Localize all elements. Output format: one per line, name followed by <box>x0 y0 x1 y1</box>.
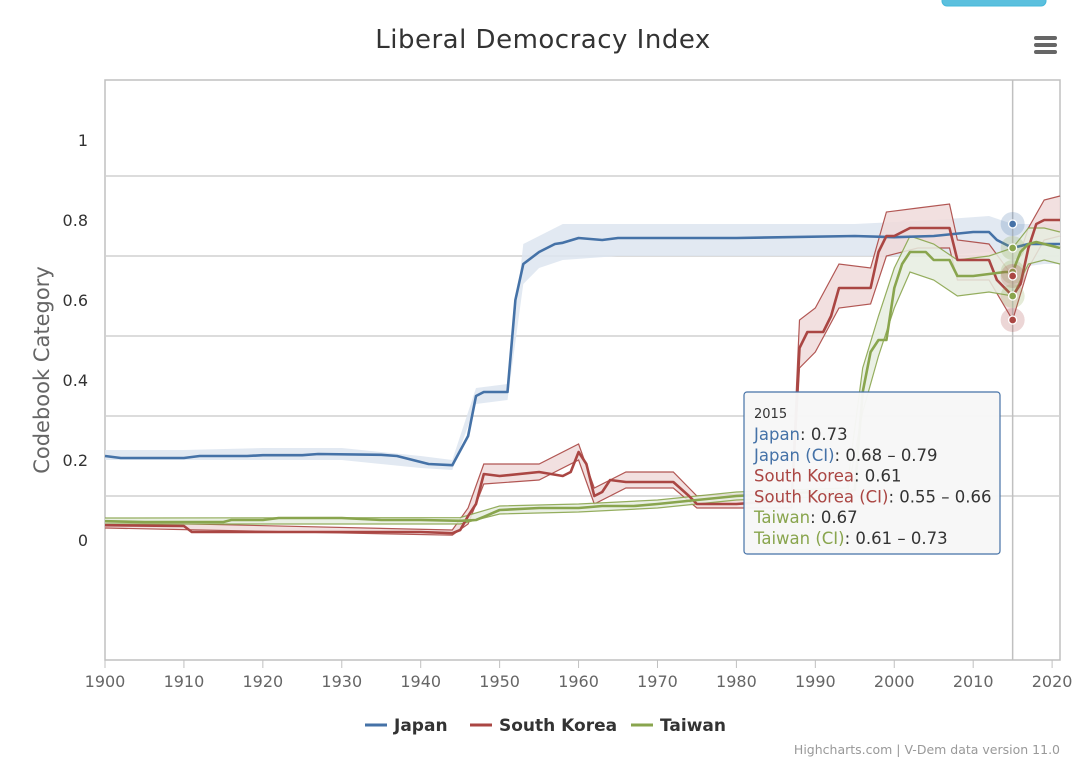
x-tick-label: 1990 <box>795 672 836 691</box>
south-korea-ci-band <box>105 196 1060 536</box>
y-tick-label: 0.4 <box>63 371 88 390</box>
tooltip: 2015 Japan: 0.73 Japan (CI): 0.68 – 0.79 S… <box>743 391 1001 555</box>
hover-marker <box>1007 219 1018 229</box>
tooltip-row: Japan (CI): 0.68 – 0.79 <box>753 446 938 465</box>
x-tick-label: 1970 <box>637 672 678 691</box>
legend-label: Taiwan <box>660 716 726 736</box>
tooltip-header: 2015 <box>754 407 787 422</box>
hamburger-menu-icon-line-2 <box>1034 43 1057 47</box>
tooltip-row-label: Taiwan <box>753 508 810 527</box>
legend-label: Japan <box>393 716 448 736</box>
tooltip-row-label: South Korea (CI) <box>754 487 888 506</box>
tooltip-row-value: : 0.73 <box>800 425 848 444</box>
legend-item-taiwan[interactable]: Taiwan <box>631 716 726 736</box>
y-axis-title: Codebook Category <box>30 266 54 474</box>
x-tick-label: 1950 <box>479 672 520 691</box>
tooltip-row-label: Japan <box>753 425 800 444</box>
tooltip-rows: Japan: 0.73 Japan (CI): 0.68 – 0.79 South … <box>753 425 992 548</box>
tooltip-row-value: : 0.61 – 0.73 <box>845 529 948 548</box>
y-tick-label: 0 <box>78 531 88 550</box>
x-tick-label: 2020 <box>1032 672 1073 691</box>
tooltip-row-label: South Korea <box>754 467 854 486</box>
tooltip-row: Taiwan (CI): 0.61 – 0.73 <box>753 529 948 548</box>
tooltip-row: Taiwan: 0.67 <box>753 508 858 527</box>
tooltip-row-value: : 0.61 <box>854 467 902 486</box>
y-tick-label: 0.2 <box>63 451 88 470</box>
x-tick-label: 2010 <box>953 672 994 691</box>
y-tick-label: 0.8 <box>63 211 88 230</box>
x-tick-label: 1930 <box>321 672 362 691</box>
x-axis-labels: 1900 1910 1920 1930 1940 1950 1960 1970 1980 1990… <box>85 660 1073 691</box>
legend-item-south-korea[interactable]: South Korea <box>470 716 617 736</box>
tooltip-box <box>743 391 1001 555</box>
hover-marker <box>1007 271 1018 281</box>
y-tick-label: 0.6 <box>63 291 88 310</box>
plot-area-border <box>104 79 1061 661</box>
export-button[interactable] <box>941 0 1047 7</box>
hamburger-menu-icon-line-3 <box>1034 50 1057 54</box>
hamburger-menu-icon <box>1034 36 1057 40</box>
x-tick-label: 2000 <box>874 672 915 691</box>
tooltip-row-value: : 0.55 – 0.66 <box>888 487 991 506</box>
hover-marker <box>1007 315 1018 325</box>
taiwan-ci-band <box>105 228 1060 524</box>
y-axis-labels: 0 0.2 0.4 0.6 0.8 1 <box>63 131 88 550</box>
legend-label: South Korea <box>499 716 617 736</box>
x-tick-label: 1940 <box>400 672 441 691</box>
chart-title: Liberal Democracy Index <box>375 25 711 55</box>
hover-marker <box>1007 291 1018 301</box>
y-tick-label: 1 <box>78 131 88 150</box>
legend[interactable]: Japan South Korea Taiwan <box>365 716 726 736</box>
tooltip-row: Japan: 0.73 <box>753 425 848 444</box>
tooltip-row-label: Taiwan (CI) <box>753 529 845 548</box>
tooltip-row: South Korea: 0.61 <box>754 467 902 486</box>
legend-item-japan[interactable]: Japan <box>365 716 448 736</box>
hover-markers <box>1000 212 1025 332</box>
x-tick-label: 1920 <box>242 672 283 691</box>
context-menu-button[interactable] <box>1028 32 1062 58</box>
south-korea-ci-upper <box>104 195 1061 531</box>
x-tick-label: 1910 <box>164 672 205 691</box>
x-tick-label: 1980 <box>716 672 757 691</box>
hover-marker <box>1007 243 1018 253</box>
tooltip-row: South Korea (CI): 0.55 – 0.66 <box>754 487 992 506</box>
japan-line[interactable] <box>104 230 1060 467</box>
tooltip-row-value: : 0.68 – 0.79 <box>835 446 938 465</box>
x-tick-label: 1960 <box>558 672 599 691</box>
tooltip-row-label: Japan (CI) <box>753 446 835 465</box>
x-tick-label: 1900 <box>85 672 126 691</box>
credits[interactable]: Highcharts.com | V-Dem data version 11.0 <box>794 742 1060 757</box>
tooltip-row-value: : 0.67 <box>810 508 858 527</box>
